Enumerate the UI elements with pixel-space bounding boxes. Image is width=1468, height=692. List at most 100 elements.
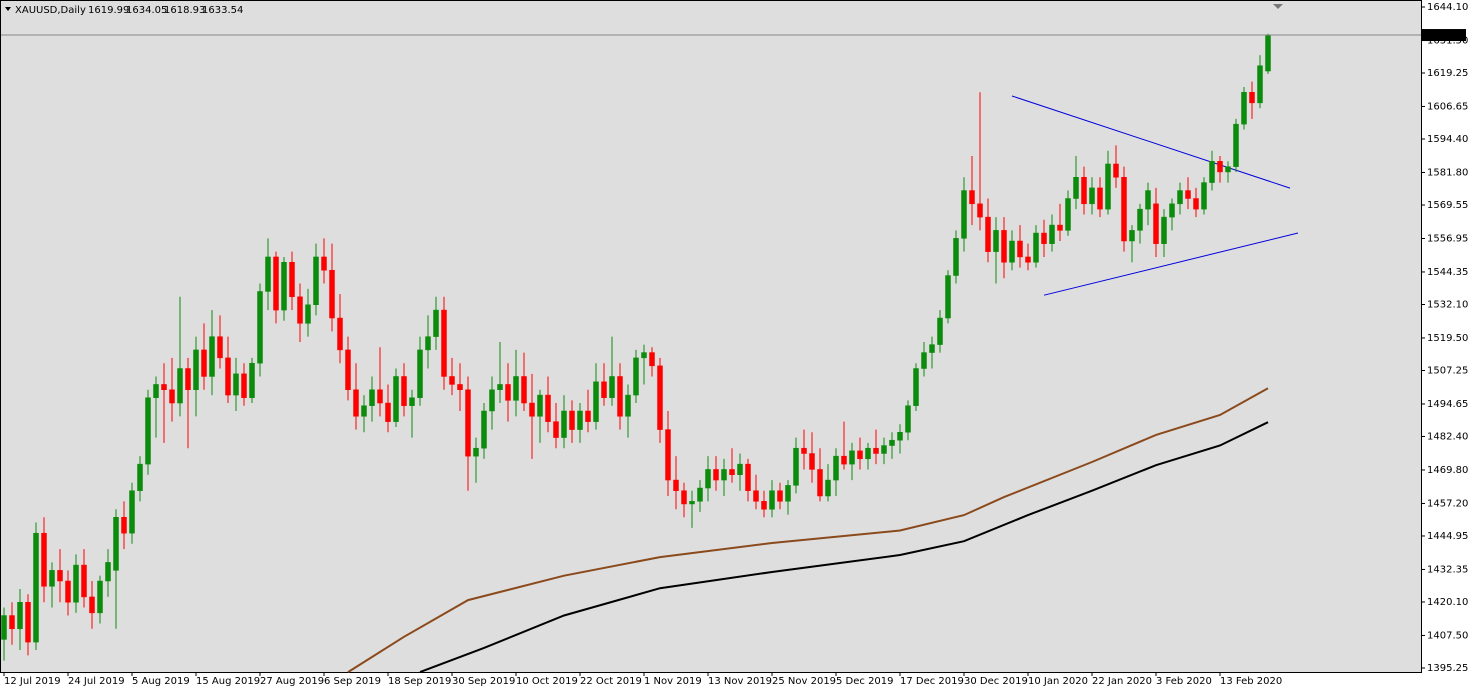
- candle-body: [1177, 190, 1183, 205]
- plot-area: [0, 0, 1422, 673]
- x-tick-label: 3 Feb 2020: [1156, 676, 1212, 687]
- y-tick-label: 1644.10: [1427, 2, 1468, 13]
- candle-body: [793, 447, 799, 486]
- candle-body: [1009, 240, 1015, 263]
- candle-body: [257, 291, 263, 364]
- candle-body: [121, 516, 127, 534]
- candle-body: [313, 256, 319, 306]
- y-tick-label: 1594.40: [1427, 134, 1468, 145]
- candle-body: [857, 450, 863, 460]
- candle-body: [913, 368, 919, 406]
- candle-body: [345, 349, 351, 391]
- candle-body: [105, 562, 111, 582]
- candle-body: [81, 564, 87, 598]
- candle-body: [25, 601, 31, 643]
- menu-arrow: [5, 7, 11, 11]
- candle-body: [41, 532, 47, 587]
- candle-body: [97, 580, 103, 614]
- candle-body: [489, 389, 495, 412]
- candle-body: [305, 304, 311, 324]
- candle-body: [409, 397, 415, 406]
- candle-body: [433, 309, 439, 337]
- candle-body: [353, 389, 359, 417]
- candle-body: [249, 362, 255, 398]
- candle-body: [329, 269, 335, 319]
- candle-body: [1217, 161, 1223, 173]
- candle-body: [985, 216, 991, 252]
- candle-body: [193, 349, 199, 391]
- candle-body: [1241, 92, 1247, 125]
- candle-body: [977, 203, 983, 218]
- candle-body: [337, 317, 343, 351]
- candle-body: [465, 389, 471, 457]
- candle-body: [473, 447, 479, 457]
- candle-body: [425, 336, 431, 351]
- candle-body: [553, 421, 559, 438]
- candle-body: [993, 230, 999, 252]
- y-tick-label: 1519.50: [1427, 333, 1468, 344]
- x-tick-label: 18 Sep 2019: [388, 676, 451, 687]
- candle-body: [529, 402, 535, 417]
- candle-body: [905, 405, 911, 433]
- y-tick-label: 1432.35: [1427, 564, 1468, 575]
- candle-body: [865, 447, 871, 460]
- y-tick-label: 1420.10: [1427, 597, 1468, 608]
- candle-body: [537, 394, 543, 417]
- candle-body: [881, 445, 887, 454]
- candle-body: [689, 501, 695, 505]
- x-tick-label: 13 Nov 2019: [708, 676, 772, 687]
- indicator-line: [1043, 232, 1299, 296]
- candle-body: [273, 256, 279, 311]
- candle-body: [393, 376, 399, 422]
- x-tick-label: 22 Jan 2020: [1092, 676, 1152, 687]
- candle-body: [761, 501, 767, 510]
- indicator-line: [1011, 95, 1291, 189]
- candle-body: [809, 453, 815, 470]
- candle-body: [609, 376, 615, 398]
- candle-body: [169, 389, 175, 404]
- candle-body: [1073, 177, 1079, 199]
- y-tick-label: 1507.25: [1427, 365, 1468, 376]
- candle-body: [657, 365, 663, 430]
- candle-body: [441, 309, 447, 377]
- y-tick-label: 1606.65: [1427, 101, 1468, 112]
- candle-body: [385, 402, 391, 422]
- candle-body: [921, 352, 927, 369]
- y-tick-label: 1482.40: [1427, 432, 1468, 443]
- x-tick-label: 5 Dec 2019: [836, 676, 894, 687]
- candle-body: [713, 469, 719, 481]
- candle-body: [1001, 230, 1007, 263]
- candle-body: [513, 376, 519, 401]
- x-tick-label: 6 Sep 2019: [324, 676, 381, 687]
- candle-body: [737, 463, 743, 476]
- candle-body: [137, 463, 143, 491]
- x-tick-label: 25 Nov 2019: [772, 676, 836, 687]
- candle-body: [65, 580, 71, 603]
- x-tick-label: 12 Jul 2019: [4, 676, 61, 687]
- candle-body: [57, 570, 63, 582]
- candle-body: [1065, 198, 1071, 231]
- candle-body: [1113, 163, 1119, 178]
- candle-body: [457, 384, 463, 391]
- candle-body: [225, 357, 231, 396]
- candle-body: [1089, 187, 1095, 205]
- price-label: 1633.54: [1425, 30, 1466, 41]
- candle-body: [1129, 230, 1135, 242]
- candle-body: [49, 570, 55, 587]
- candle-body: [113, 516, 119, 571]
- candle-body: [769, 490, 775, 510]
- candle-body: [1105, 163, 1111, 210]
- y-tick-label: 1619.25: [1427, 68, 1468, 79]
- candle-body: [297, 296, 303, 324]
- y-tick-label: 1395.25: [1427, 663, 1468, 674]
- x-tick-label: 5 Aug 2019: [132, 676, 190, 687]
- y-tick-label: 1407.50: [1427, 630, 1468, 641]
- y-tick-label: 1457.20: [1427, 498, 1468, 509]
- candle-body: [1049, 224, 1055, 244]
- candle-body: [377, 389, 383, 404]
- candle-body: [721, 469, 727, 481]
- candle-body: [897, 432, 903, 441]
- candle-body: [505, 384, 511, 401]
- ohlc-high: 1634.05: [126, 5, 167, 16]
- y-tick-label: 1544.35: [1427, 267, 1468, 278]
